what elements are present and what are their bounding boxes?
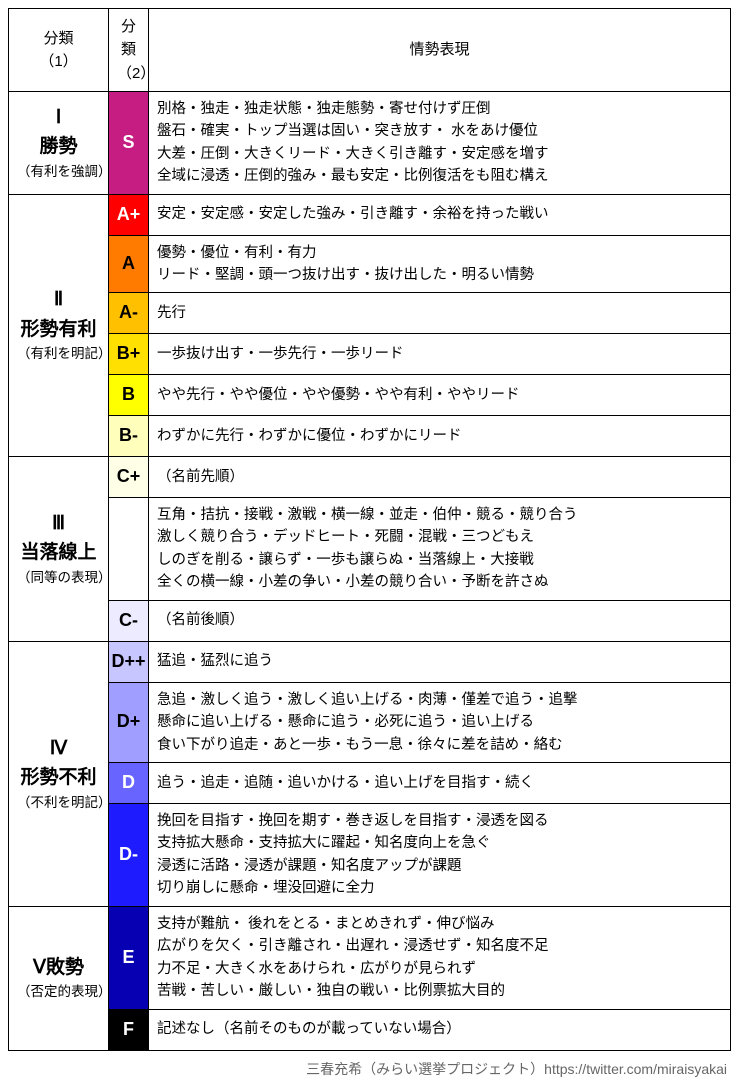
category-num: Ⅲ	[17, 509, 100, 538]
category-num: Ⅰ	[17, 103, 100, 132]
description-cell: 支持が難航・ 後れをとる・まとめきれず・伸び悩み広がりを欠く・引き離され・出遅れ…	[149, 906, 731, 1009]
description-cell: 記述なし（名前そのものが載っていない場合）	[149, 1009, 731, 1050]
category-num-title: Ⅴ敗勢	[17, 953, 100, 982]
category-title: 形勢不利	[17, 763, 100, 792]
category-1-cell: Ⅱ形勢有利（有利を明記）	[9, 194, 109, 456]
grade-cell: D-	[109, 803, 149, 906]
description-cell: わずかに先行・わずかに優位・わずかにリード	[149, 416, 731, 457]
category-1-cell: Ⅴ敗勢（否定的表現）	[9, 906, 109, 1050]
table-row: C-（名前後順）	[9, 600, 731, 641]
description-cell: 追う・追走・追随・追いかける・追い上げを目指す・続く	[149, 762, 731, 803]
table-row: D+急追・激しく追う・激しく追い上げる・肉薄・僅差で追う・追撃懸命に追い上げる・…	[9, 682, 731, 762]
category-1-cell: Ⅳ形勢不利（不利を明記）	[9, 641, 109, 906]
category-subtitle: （有利を明記）	[17, 344, 100, 365]
table-row: 互角・拮抗・接戦・激戦・横一線・並走・伯仲・競る・競り合う激しく競り合う・デッド…	[9, 497, 731, 600]
grade-cell: B	[109, 375, 149, 416]
grade-cell: D+	[109, 682, 149, 762]
table-row: Ⅳ形勢不利（不利を明記）D++猛追・猛烈に追う	[9, 641, 731, 682]
description-cell: （名前後順）	[149, 600, 731, 641]
header-col2: 分類（2）	[109, 9, 149, 92]
table-row: Ⅱ形勢有利（有利を明記）A+安定・安定感・安定した強み・引き離す・余裕を持った戦…	[9, 194, 731, 235]
description-cell: （名前先順）	[149, 457, 731, 498]
grade-cell: C+	[109, 457, 149, 498]
table-wrapper: 分類（1） 分類（2） 情勢表現 Ⅰ勝勢（有利を強調）S別格・独走・独走状態・独…	[8, 8, 731, 1079]
grade-cell: A	[109, 235, 149, 293]
header-col3: 情勢表現	[149, 9, 731, 92]
header-row: 分類（1） 分類（2） 情勢表現	[9, 9, 731, 92]
grade-cell: A-	[109, 293, 149, 334]
category-subtitle: （有利を強調）	[17, 162, 100, 183]
category-title: 形勢有利	[17, 315, 100, 344]
grade-cell: S	[109, 91, 149, 194]
description-cell: 猛追・猛烈に追う	[149, 641, 731, 682]
category-title: 当落線上	[17, 538, 100, 567]
table-row: Bやや先行・やや優位・やや優勢・やや有利・ややリード	[9, 375, 731, 416]
header-col1: 分類（1）	[9, 9, 109, 92]
category-subtitle: （同等の表現）	[17, 568, 100, 589]
description-cell: 急追・激しく追う・激しく追い上げる・肉薄・僅差で追う・追撃懸命に追い上げる・懸命…	[149, 682, 731, 762]
grade-cell: D	[109, 762, 149, 803]
grade-cell: E	[109, 906, 149, 1009]
category-num: Ⅱ	[17, 285, 100, 314]
table-row: Ⅴ敗勢（否定的表現） E支持が難航・ 後れをとる・まとめきれず・伸び悩み広がりを欠…	[9, 906, 731, 1009]
category-num: Ⅳ	[17, 734, 100, 763]
table-row: A-先行	[9, 293, 731, 334]
table-row: D追う・追走・追随・追いかける・追い上げを目指す・続く	[9, 762, 731, 803]
grade-cell	[109, 497, 149, 600]
table-row: A優勢・優位・有利・有力リード・堅調・頭一つ抜け出す・抜け出した・明るい情勢	[9, 235, 731, 293]
description-cell: 一歩抜け出す・一歩先行・一歩リード	[149, 334, 731, 375]
table-row: B+一歩抜け出す・一歩先行・一歩リード	[9, 334, 731, 375]
attribution: 三春充希（みらい選挙プロジェクト）https://twitter.com/mir…	[8, 1051, 731, 1079]
description-cell: 先行	[149, 293, 731, 334]
table-row: Ⅲ当落線上（同等の表現）C+（名前先順）	[9, 457, 731, 498]
grade-cell: B-	[109, 416, 149, 457]
grade-cell: C-	[109, 600, 149, 641]
grade-cell: A+	[109, 194, 149, 235]
table-row: B-わずかに先行・わずかに優位・わずかにリード	[9, 416, 731, 457]
category-title: 勝勢	[17, 132, 100, 161]
table-row: D-挽回を目指す・挽回を期す・巻き返しを目指す・浸透を図る支持拡大懸命・支持拡大…	[9, 803, 731, 906]
grade-cell: B+	[109, 334, 149, 375]
table-row: Ⅰ勝勢（有利を強調）S別格・独走・独走状態・独走態勢・寄せ付けず圧倒盤石・確実・…	[9, 91, 731, 194]
grade-cell: F	[109, 1009, 149, 1050]
description-cell: 優勢・優位・有利・有力リード・堅調・頭一つ抜け出す・抜け出した・明るい情勢	[149, 235, 731, 293]
description-cell: 挽回を目指す・挽回を期す・巻き返しを目指す・浸透を図る支持拡大懸命・支持拡大に躍…	[149, 803, 731, 906]
category-subtitle: （否定的表現）	[17, 982, 100, 1003]
grade-cell: D++	[109, 641, 149, 682]
description-cell: 互角・拮抗・接戦・激戦・横一線・並走・伯仲・競る・競り合う激しく競り合う・デッド…	[149, 497, 731, 600]
category-subtitle: （不利を明記）	[17, 793, 100, 814]
description-cell: 別格・独走・独走状態・独走態勢・寄せ付けず圧倒盤石・確実・トップ当選は固い・突き…	[149, 91, 731, 194]
category-1-cell: Ⅲ当落線上（同等の表現）	[9, 457, 109, 642]
table-row: F記述なし（名前そのものが載っていない場合）	[9, 1009, 731, 1050]
description-cell: やや先行・やや優位・やや優勢・やや有利・ややリード	[149, 375, 731, 416]
category-1-cell: Ⅰ勝勢（有利を強調）	[9, 91, 109, 194]
situation-table: 分類（1） 分類（2） 情勢表現 Ⅰ勝勢（有利を強調）S別格・独走・独走状態・独…	[8, 8, 731, 1051]
description-cell: 安定・安定感・安定した強み・引き離す・余裕を持った戦い	[149, 194, 731, 235]
